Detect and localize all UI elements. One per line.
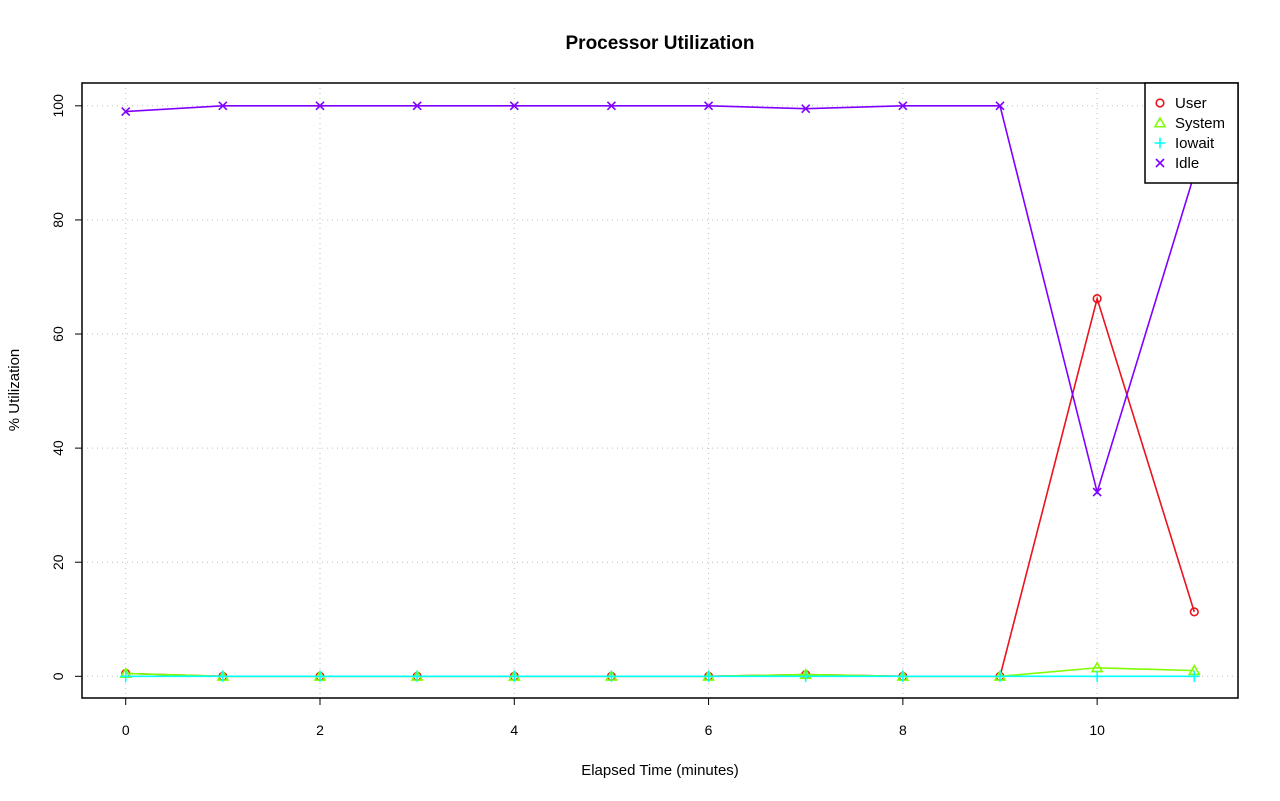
data-point-idle	[995, 101, 1005, 111]
data-point-iowait	[800, 670, 812, 682]
data-point-idle	[412, 101, 422, 111]
y-axis: 0 20 40 60 80 100	[50, 94, 83, 680]
data-point-iowait	[508, 670, 520, 682]
data-point-idle	[218, 101, 228, 111]
data-point-idle	[315, 101, 325, 111]
y-tick-label: 80	[50, 212, 66, 228]
x-axis-label: Elapsed Time (minutes)	[581, 762, 739, 779]
data-point-user	[1189, 607, 1199, 617]
x-tick-label: 0	[122, 722, 130, 738]
plot-frame	[81, 82, 1239, 699]
data-point-idle	[606, 101, 616, 111]
legend: User System Iowait Idle	[1144, 82, 1239, 184]
y-tick-label: 20	[50, 554, 66, 570]
series-user	[121, 294, 1199, 681]
chart-title: Processor Utilization	[566, 33, 755, 54]
y-axis-label: % Utilization	[6, 349, 23, 432]
legend-label-user: User	[1175, 95, 1207, 112]
series-idle	[121, 101, 1199, 497]
x-tick-label: 4	[510, 722, 518, 738]
data-point-idle	[121, 106, 131, 117]
legend-marker-system	[1153, 116, 1167, 128]
data-point-iowait	[217, 670, 229, 682]
x-axis: 0 2 4 6 8 10	[122, 697, 1105, 738]
data-point-iowait	[120, 670, 132, 682]
data-point-iowait	[994, 670, 1006, 682]
y-tick-label: 100	[50, 94, 66, 118]
data-point-iowait	[314, 670, 326, 682]
legend-marker-user	[1155, 98, 1165, 108]
y-tick-label: 0	[50, 672, 66, 680]
x-tick-label: 10	[1089, 722, 1105, 738]
series-line-idle	[125, 105, 1196, 496]
grid	[82, 83, 1238, 698]
data-point-idle	[898, 101, 908, 111]
x-tick-label: 2	[316, 722, 324, 738]
data-point-iowait	[703, 670, 715, 682]
y-tick-label: 60	[50, 326, 66, 342]
series-iowait	[120, 670, 1200, 682]
data-point-iowait	[897, 670, 909, 682]
series-line-user	[125, 295, 1196, 678]
series-line-system	[125, 666, 1195, 678]
data-point-iowait	[605, 670, 617, 682]
data-point-idle	[509, 101, 519, 111]
x-tick-label: 6	[705, 722, 713, 738]
data-point-idle	[704, 101, 714, 111]
legend-marker-iowait	[1154, 137, 1166, 149]
x-tick-label: 8	[899, 722, 907, 738]
data-point-idle	[1092, 487, 1102, 497]
y-tick-label: 40	[50, 440, 66, 456]
legend-marker-idle	[1155, 158, 1165, 168]
series-system	[119, 661, 1201, 681]
legend-label-system: System	[1175, 115, 1225, 132]
data-point-iowait	[1091, 670, 1103, 682]
data-point-iowait	[411, 670, 423, 682]
legend-label-iowait: Iowait	[1175, 135, 1215, 152]
data-point-iowait	[1188, 670, 1200, 682]
data-point-user	[1092, 294, 1102, 304]
data-point-idle	[801, 104, 811, 114]
legend-label-idle: Idle	[1175, 155, 1199, 172]
series-layer	[119, 101, 1201, 682]
